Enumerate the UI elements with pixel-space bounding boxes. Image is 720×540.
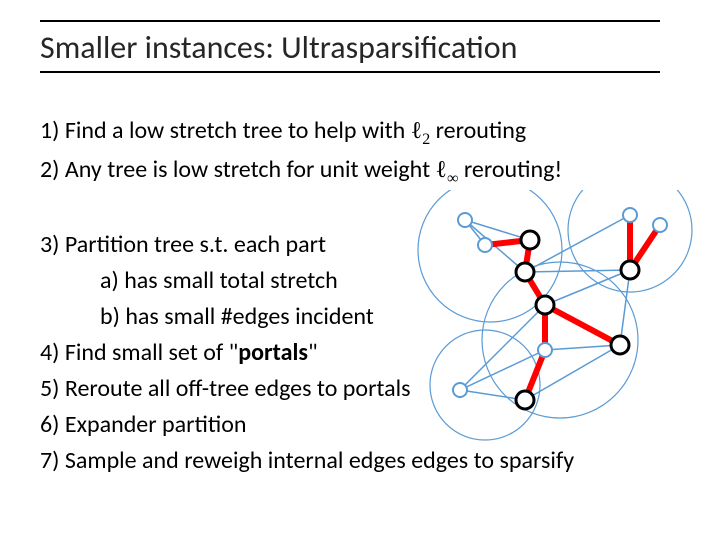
slide: Smaller instances: Ultrasparsification 1… bbox=[0, 0, 720, 540]
graph-node bbox=[453, 383, 467, 397]
ellinf-symbol: ℓ∞ bbox=[436, 157, 459, 183]
cluster-circle bbox=[430, 330, 540, 440]
step-2-text-a: 2) Any tree is low stretch for unit weig… bbox=[40, 155, 436, 184]
off-tree-edge bbox=[620, 270, 630, 345]
off-tree-edge bbox=[545, 345, 620, 350]
step-2: 2) Any tree is low stretch for unit weig… bbox=[40, 152, 680, 191]
step-2-text-b: rerouting! bbox=[464, 155, 562, 184]
portal-node bbox=[516, 391, 534, 409]
portal-node bbox=[516, 263, 534, 281]
ell2-symbol: ℓ2 bbox=[411, 118, 431, 144]
graph-node bbox=[458, 213, 472, 227]
portal-node bbox=[621, 261, 639, 279]
graph-node bbox=[538, 343, 552, 357]
graph-node bbox=[478, 238, 492, 252]
graph-node bbox=[623, 208, 637, 222]
step-4-text-a: 4) Find small set of " bbox=[40, 338, 238, 367]
slide-title: Smaller instances: Ultrasparsification bbox=[40, 28, 660, 73]
step-4-portals: portals bbox=[238, 338, 308, 367]
step-1-text-b: rerouting bbox=[436, 116, 527, 145]
tree-edge bbox=[545, 305, 620, 345]
portal-node bbox=[611, 336, 629, 354]
title-top-rule bbox=[40, 20, 660, 22]
step-1: 1) Find a low stretch tree to help with … bbox=[40, 113, 680, 152]
portal-node bbox=[536, 296, 554, 314]
off-tree-edge bbox=[525, 270, 630, 272]
step-4-text-c: " bbox=[308, 338, 318, 367]
graph-diagram bbox=[380, 190, 700, 450]
step-1-text-a: 1) Find a low stretch tree to help with bbox=[40, 116, 411, 145]
graph-node bbox=[653, 218, 667, 232]
portal-node bbox=[521, 231, 539, 249]
